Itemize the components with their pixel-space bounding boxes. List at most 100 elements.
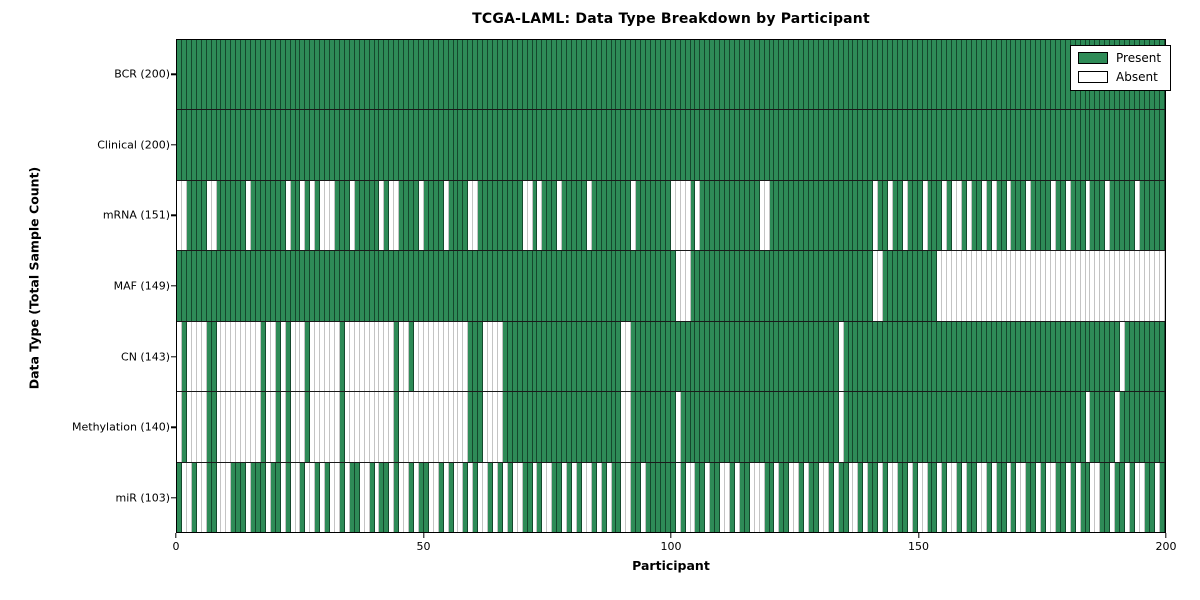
cell-clinical-116 [749, 110, 755, 180]
cell-bcr-60 [473, 40, 479, 110]
cell-maf-122 [779, 251, 785, 321]
cell-mrna-136 [848, 180, 854, 251]
cell-bcr-75 [547, 40, 553, 110]
cell-maf-25 [300, 251, 306, 321]
cell-cn-143 [883, 321, 888, 392]
cell-methylation-131 [823, 392, 829, 462]
cell-mrna-184 [1085, 180, 1091, 251]
cell-cn-153 [932, 321, 938, 392]
cell-mrna-1 [181, 180, 187, 251]
cell-mrna-85 [596, 180, 602, 251]
cell-clinical-67 [507, 110, 513, 180]
cell-clinical-40 [374, 110, 380, 180]
cell-clinical-174 [1036, 110, 1042, 180]
cell-cn-154 [937, 321, 943, 392]
cell-cn-7 [211, 321, 217, 392]
cell-methylation-164 [986, 392, 992, 462]
cell-maf-178 [1055, 251, 1061, 321]
cell-maf-34 [344, 251, 350, 321]
cell-mir-14 [246, 462, 252, 532]
present-swatch-icon [1078, 52, 1108, 64]
cell-cn-111 [725, 321, 730, 392]
cell-clinical-78 [562, 110, 568, 180]
cell-maf-44 [394, 251, 400, 321]
cell-maf-80 [572, 251, 577, 321]
cell-mrna-63 [488, 180, 493, 251]
cell-maf-135 [843, 251, 849, 321]
cell-cn-26 [305, 321, 311, 392]
cell-maf-27 [310, 251, 316, 321]
cell-maf-173 [1031, 251, 1037, 321]
cell-clinical-107 [705, 110, 711, 180]
cell-bcr-108 [710, 40, 716, 110]
cell-cn-95 [646, 321, 651, 392]
cell-bcr-77 [557, 40, 563, 110]
cell-mir-35 [349, 462, 355, 532]
cell-maf-165 [991, 251, 997, 321]
cell-cn-149 [912, 321, 918, 392]
cell-maf-99 [665, 251, 671, 321]
cell-mrna-22 [285, 180, 291, 251]
cell-bcr-54 [443, 40, 449, 110]
cell-mir-38 [364, 462, 370, 532]
cell-mir-136 [848, 462, 854, 532]
cell-mrna-130 [818, 180, 824, 251]
cell-methylation-116 [749, 392, 755, 462]
cell-methylation-158 [957, 392, 963, 462]
cell-clinical-179 [1060, 110, 1066, 180]
cell-methylation-149 [912, 392, 918, 462]
cell-maf-111 [725, 251, 730, 321]
cell-clinical-85 [596, 110, 602, 180]
cell-bcr-51 [428, 40, 434, 110]
cell-clinical-56 [453, 110, 459, 180]
cell-maf-127 [804, 251, 809, 321]
cell-mrna-25 [300, 180, 306, 251]
cell-clinical-7 [211, 110, 217, 180]
cell-clinical-157 [952, 110, 958, 180]
cell-mir-8 [216, 462, 222, 532]
cell-mir-26 [305, 462, 311, 532]
cell-bcr-106 [700, 40, 706, 110]
cell-mrna-158 [957, 180, 963, 251]
cell-cn-11 [231, 321, 237, 392]
cell-mir-165 [991, 462, 997, 532]
cell-methylation-20 [275, 392, 281, 462]
cell-methylation-70 [522, 392, 528, 462]
cell-maf-168 [1006, 251, 1012, 321]
cell-mir-2 [186, 462, 192, 532]
cell-maf-193 [1129, 251, 1135, 321]
cell-clinical-153 [932, 110, 938, 180]
cell-mir-172 [1026, 462, 1032, 532]
cell-methylation-33 [339, 392, 345, 462]
cell-bcr-161 [971, 40, 977, 110]
cell-mir-71 [527, 462, 533, 532]
cell-mir-133 [833, 462, 839, 532]
cell-clinical-185 [1090, 110, 1096, 180]
cell-mrna-45 [399, 180, 405, 251]
cell-mrna-141 [873, 180, 879, 251]
cell-mrna-101 [675, 180, 681, 251]
cell-methylation-11 [231, 392, 237, 462]
cell-clinical-110 [720, 110, 726, 180]
cell-cn-32 [335, 321, 340, 392]
cell-clinical-139 [863, 110, 869, 180]
cell-cn-35 [349, 321, 355, 392]
cell-mir-113 [734, 462, 740, 532]
cell-methylation-112 [730, 392, 735, 462]
cell-bcr-7 [211, 40, 217, 110]
cell-clinical-4 [196, 110, 202, 180]
cell-clinical-20 [275, 110, 281, 180]
cell-bcr-96 [651, 40, 656, 110]
cell-mir-88 [611, 462, 617, 532]
cell-mir-114 [739, 462, 745, 532]
cell-maf-5 [201, 251, 207, 321]
cell-maf-171 [1021, 251, 1027, 321]
cell-mir-84 [591, 462, 597, 532]
cell-mir-152 [927, 462, 933, 532]
cell-maf-82 [581, 251, 587, 321]
cell-mrna-82 [581, 180, 587, 251]
cell-maf-33 [339, 251, 345, 321]
cell-clinical-125 [794, 110, 800, 180]
cell-maf-11 [231, 251, 237, 321]
